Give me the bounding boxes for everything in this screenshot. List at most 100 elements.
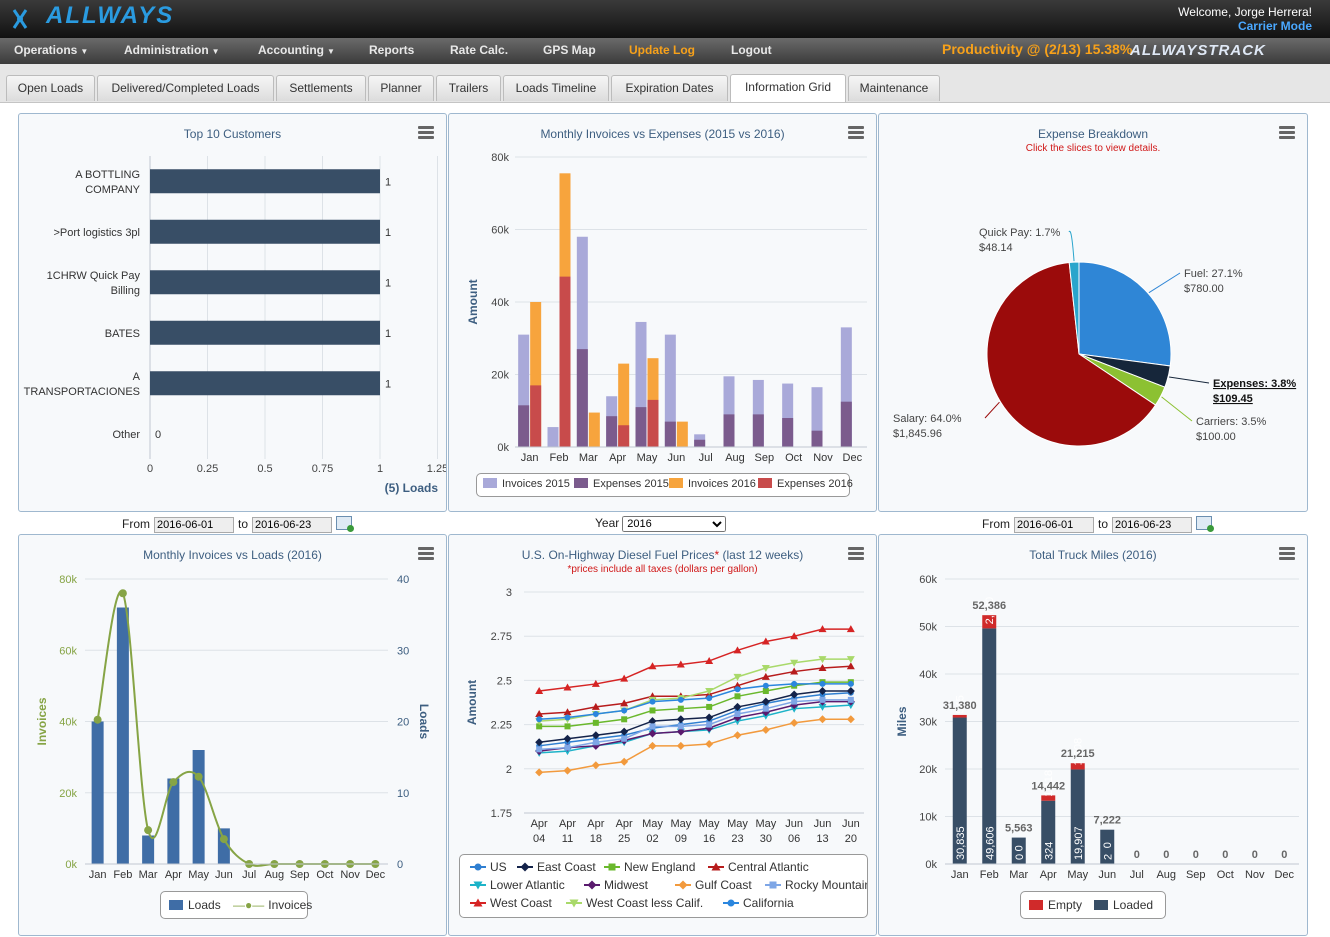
legend-label[interactable]: New England <box>624 860 695 874</box>
x-tick-label: Jul <box>242 869 256 881</box>
tab-loads-timeline[interactable]: Loads Timeline <box>503 75 609 101</box>
legend-label[interactable]: East Coast <box>537 860 596 874</box>
chart-menu-icon[interactable] <box>418 547 434 561</box>
bar <box>559 276 571 447</box>
x-tick-label: Dec <box>843 452 863 464</box>
slice-label: Expenses: 3.8% <box>1213 378 1296 390</box>
x-tick-label: May <box>637 452 658 464</box>
legend-label[interactable]: Midwest <box>604 878 649 892</box>
y-tick-label: 30k <box>919 717 937 729</box>
carrier-mode-link[interactable]: Carrier Mode <box>1237 19 1312 33</box>
nav-administration[interactable]: Administration ▼ <box>124 43 220 57</box>
line-point <box>194 772 203 781</box>
x-tick-label: Mar <box>579 452 598 464</box>
legend-loads[interactable]: Loads <box>169 898 221 912</box>
nav-reports[interactable]: Reports <box>369 43 415 57</box>
line-point <box>846 625 855 633</box>
line-point <box>676 715 685 724</box>
segment-label: 19,907 <box>1073 826 1085 860</box>
legend-swatch <box>1029 900 1043 910</box>
legend-invoices-2016[interactable]: Invoices 2016 <box>669 478 756 490</box>
tab-trailers[interactable]: Trailers <box>436 75 501 101</box>
panel-title: Monthly Invoices vs Loads (2016) <box>143 548 322 562</box>
tab-information-grid[interactable]: Information Grid <box>730 74 846 102</box>
panel-title: Expense Breakdown <box>1037 127 1149 141</box>
category-label: A BOTTLING <box>75 169 140 181</box>
from-date-input[interactable] <box>154 517 234 533</box>
y-tick-label: 10k <box>919 812 937 824</box>
category-label: Other <box>112 429 140 441</box>
tab-expiration-dates[interactable]: Expiration Dates <box>611 75 728 101</box>
brand-logo[interactable]: ALLWAYS <box>46 2 175 29</box>
nav-update-log[interactable]: Update Log <box>629 43 695 57</box>
bar <box>782 383 794 447</box>
bar <box>116 607 129 864</box>
nav-rate-calc[interactable]: Rate Calc. <box>450 43 509 57</box>
slice-label: Carriers: 3.5% <box>1196 416 1267 428</box>
legend-label[interactable]: Central Atlantic <box>728 860 809 874</box>
to-date-input[interactable] <box>252 517 333 533</box>
legend-loaded[interactable]: Loaded <box>1094 898 1153 912</box>
nav-accounting[interactable]: Accounting ▼ <box>258 43 335 57</box>
nav-operations[interactable]: Operations ▼ <box>14 43 89 57</box>
legend-empty[interactable]: Empty <box>1029 898 1082 912</box>
bar <box>840 327 852 447</box>
legend-label[interactable]: Lower Atlantic <box>490 878 565 892</box>
line-point <box>563 766 572 775</box>
line-point <box>144 826 153 835</box>
chart-menu-icon[interactable] <box>1279 126 1295 140</box>
legend-invoices[interactable]: —●— Invoices <box>233 898 313 912</box>
legend-expenses-2015[interactable]: Expenses 2015 <box>574 478 669 490</box>
pie-slice-quick-pay[interactable] <box>1068 261 1080 355</box>
line-point <box>591 731 600 740</box>
nav-logout[interactable]: Logout <box>731 43 772 57</box>
year-select[interactable]: 2016 <box>622 516 727 532</box>
line-point <box>621 716 628 723</box>
nav-gps-map[interactable]: GPS Map <box>543 43 596 57</box>
line-point <box>790 632 799 640</box>
calendar-refresh-icon[interactable] <box>336 516 355 532</box>
tab-planner[interactable]: Planner <box>368 75 434 101</box>
tab-open-loads[interactable]: Open Loads <box>6 75 95 101</box>
line-point <box>734 686 741 693</box>
calendar-refresh-icon[interactable] <box>1196 516 1215 532</box>
x-tick-label: Oct <box>1217 869 1234 881</box>
chart-menu-icon[interactable] <box>848 126 864 140</box>
chart-menu-icon[interactable] <box>418 126 434 140</box>
legend-label[interactable]: Rocky Mountain <box>785 878 867 892</box>
pie-slice-salary[interactable] <box>986 261 1157 447</box>
y-tick-label: 20k <box>919 764 937 776</box>
segment-label: 0 <box>1014 845 1026 851</box>
from-date-input[interactable] <box>1014 517 1094 533</box>
allways-logo-icon[interactable] <box>12 6 46 32</box>
bar-empty <box>1041 795 1056 801</box>
tab-settlements[interactable]: Settlements <box>276 75 366 101</box>
bar <box>676 421 688 447</box>
x-tick-label-day: 04 <box>533 833 545 845</box>
legend-marker-icon <box>727 899 735 907</box>
legend-invoices-2015[interactable]: Invoices 2015 <box>483 478 570 490</box>
bar <box>192 750 205 864</box>
tab-maintenance[interactable]: Maintenance <box>848 75 940 101</box>
line-point <box>648 729 657 738</box>
line-point <box>818 625 827 633</box>
total-label: 14,442 <box>1031 780 1065 792</box>
x-tick-label: Feb <box>980 869 999 881</box>
tab-delivered-completed-loads[interactable]: Delivered/Completed Loads <box>97 75 274 101</box>
legend-swatch <box>574 478 588 488</box>
chart-menu-icon[interactable] <box>848 547 864 561</box>
x-tick-label: Aug <box>1156 869 1176 881</box>
legend-label[interactable]: California <box>743 896 794 910</box>
legend-label[interactable]: West Coast less Calif. <box>586 896 703 910</box>
line-point <box>733 673 742 681</box>
segment-label: 545 <box>955 695 967 713</box>
legend-label[interactable]: US <box>490 860 507 874</box>
legend-label[interactable]: West Coast <box>490 896 552 910</box>
segment-label: 0 <box>1102 842 1114 848</box>
legend-expenses-2016[interactable]: Expenses 2016 <box>758 478 853 490</box>
legend-label[interactable]: Gulf Coast <box>695 878 752 892</box>
to-date-input[interactable] <box>1112 517 1193 533</box>
pie-slice-fuel[interactable] <box>1078 261 1172 367</box>
chevron-down-icon: ▼ <box>211 47 220 56</box>
chart-menu-icon[interactable] <box>1279 547 1295 561</box>
